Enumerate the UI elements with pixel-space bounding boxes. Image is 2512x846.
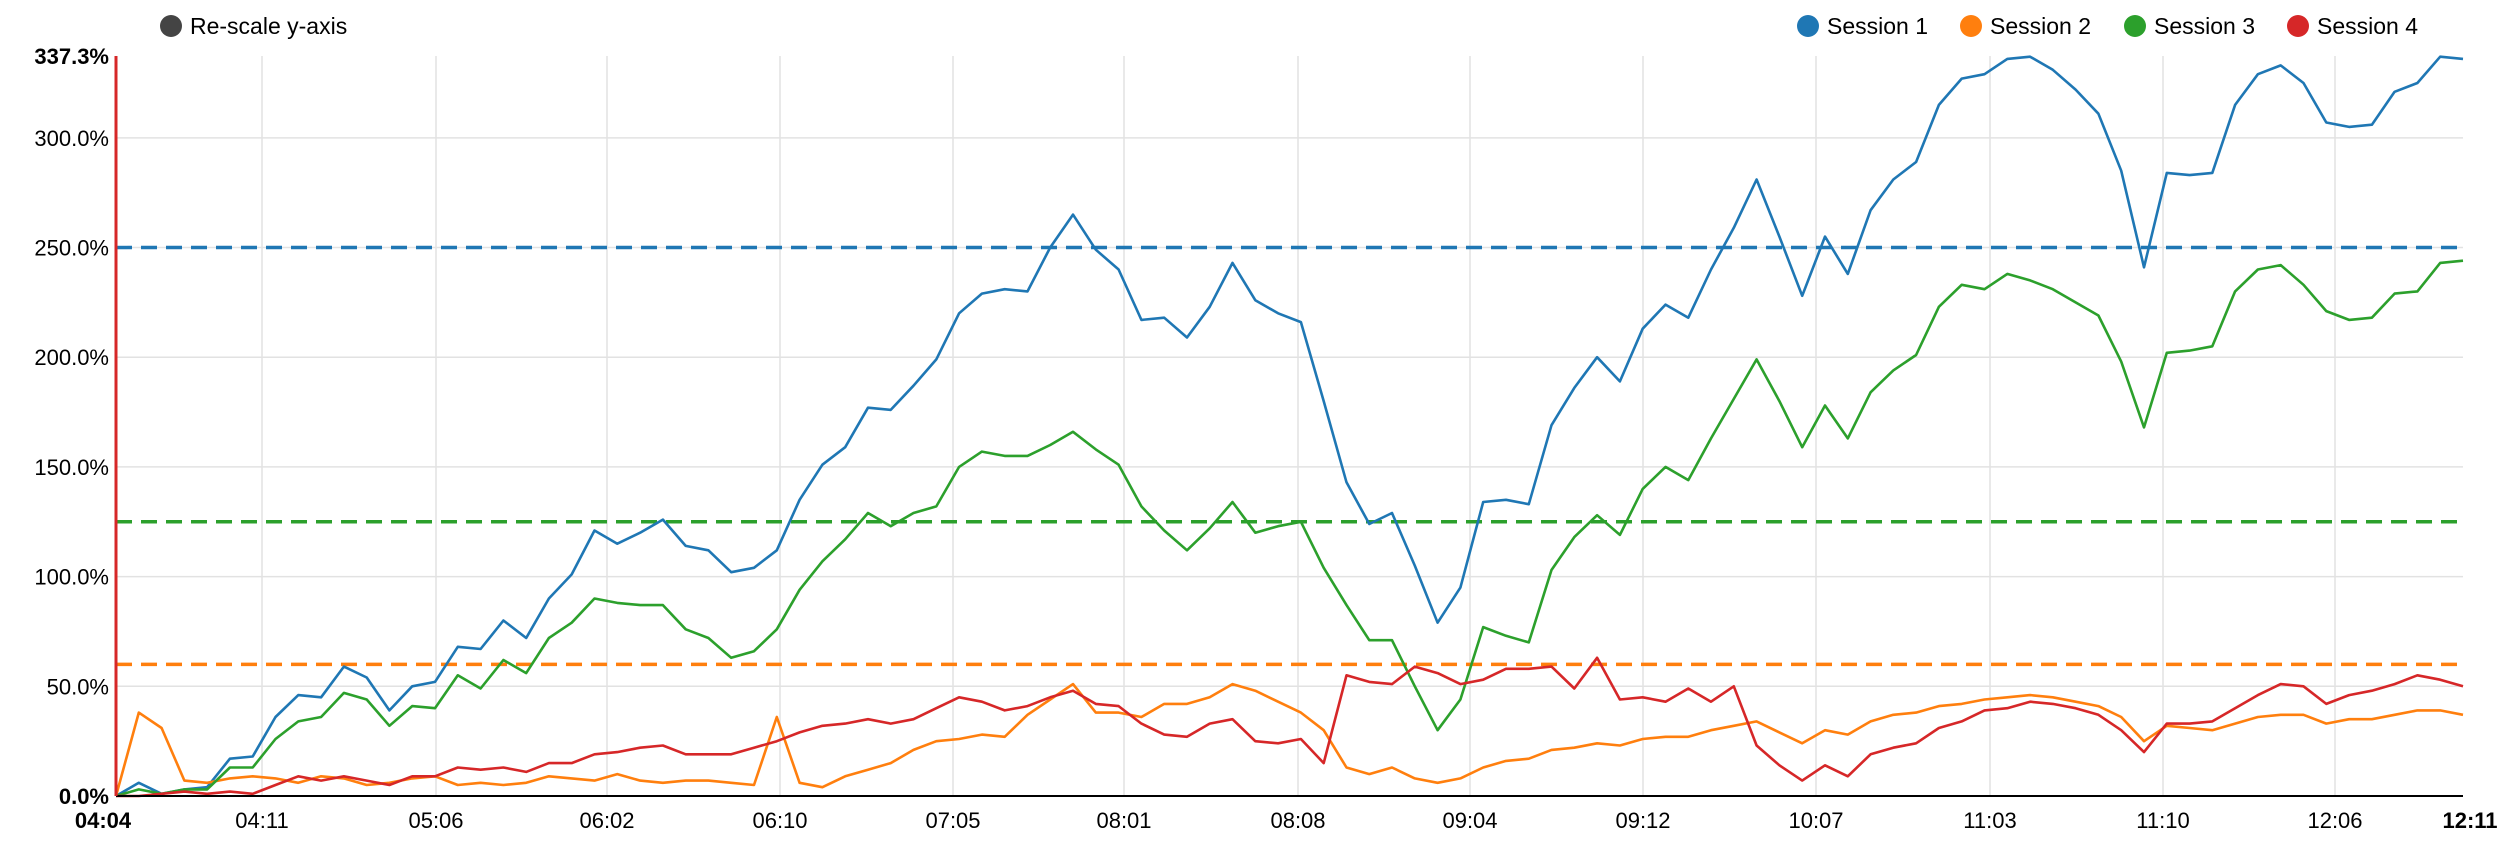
legend-item-session-2[interactable]: Session 2 xyxy=(1960,13,2091,39)
axes xyxy=(114,56,2463,797)
y-axis-ticks: 0.0% 50.0% 100.0% 150.0% 200.0% 250.0% 300.0% 3… xyxy=(34,44,109,809)
legend-item-session-4[interactable]: Session 4 xyxy=(2287,13,2418,39)
y-tick-label: 100.0% xyxy=(34,565,109,590)
legend-dot-icon[interactable] xyxy=(2287,15,2309,37)
legend-label[interactable]: Session 3 xyxy=(2154,13,2255,39)
y-tick-label: 150.0% xyxy=(34,455,109,480)
legend-dot-icon[interactable] xyxy=(1797,15,1819,37)
x-tick-label: 12:06 xyxy=(2307,808,2362,833)
x-tick-label: 08:08 xyxy=(1270,808,1325,833)
series-line-session-3 xyxy=(115,259,2464,798)
rescale-y-axis-control[interactable]: Re-scale y-axis xyxy=(160,13,347,39)
legend-item-session-3[interactable]: Session 3 xyxy=(2124,13,2255,39)
x-tick-label: 04:04 xyxy=(75,808,132,833)
x-tick-label: 09:04 xyxy=(1442,808,1497,833)
series-line-session-2 xyxy=(114,682,2464,797)
legend-item-session-1[interactable]: Session 1 xyxy=(1797,13,1928,39)
x-tick-label: 10:07 xyxy=(1788,808,1843,833)
x-axis-ticks: 04:04 04:11 05:06 06:02 06:10 07:05 08:01 08:08… xyxy=(75,808,2498,833)
x-tick-label: 06:10 xyxy=(752,808,807,833)
legend-dot-icon[interactable] xyxy=(1960,15,1982,37)
x-tick-label: 07:05 xyxy=(925,808,980,833)
grid xyxy=(116,56,2463,796)
rescale-label[interactable]: Re-scale y-axis xyxy=(190,13,347,39)
y-tick-label: 300.0% xyxy=(34,126,109,151)
x-tick-label: 11:03 xyxy=(1963,808,2016,833)
legend-dot-icon[interactable] xyxy=(2124,15,2146,37)
y-tick-label: 0.0% xyxy=(59,784,109,809)
x-tick-label: 06:02 xyxy=(579,808,634,833)
y-tick-label: 200.0% xyxy=(34,345,109,370)
x-tick-label: 08:01 xyxy=(1096,808,1151,833)
y-tick-label: 50.0% xyxy=(47,674,109,699)
y-tick-label: 250.0% xyxy=(34,236,109,261)
top-bar: Re-scale y-axis Session 1 Session 2 Sessio… xyxy=(160,13,2418,39)
x-tick-label: 05:06 xyxy=(408,808,463,833)
legend-label[interactable]: Session 1 xyxy=(1827,13,1928,39)
legend-label[interactable]: Session 2 xyxy=(1990,13,2091,39)
x-tick-label: 04:11 xyxy=(235,808,288,833)
x-tick-label: 11:10 xyxy=(2136,808,2189,833)
legend-label[interactable]: Session 4 xyxy=(2317,13,2418,39)
series-line-session-1 xyxy=(115,55,2464,798)
legend: Session 1 Session 2 Session 3 Session 4 xyxy=(1797,13,2418,39)
y-tick-label: 337.3% xyxy=(34,44,109,69)
x-tick-label: 09:12 xyxy=(1615,808,1670,833)
reference-lines xyxy=(116,245,2463,667)
rescale-toggle-icon[interactable] xyxy=(160,15,182,37)
series-line-session-4 xyxy=(116,656,2464,798)
x-tick-label: 12:11 xyxy=(2442,808,2497,833)
series-lines xyxy=(114,55,2464,798)
